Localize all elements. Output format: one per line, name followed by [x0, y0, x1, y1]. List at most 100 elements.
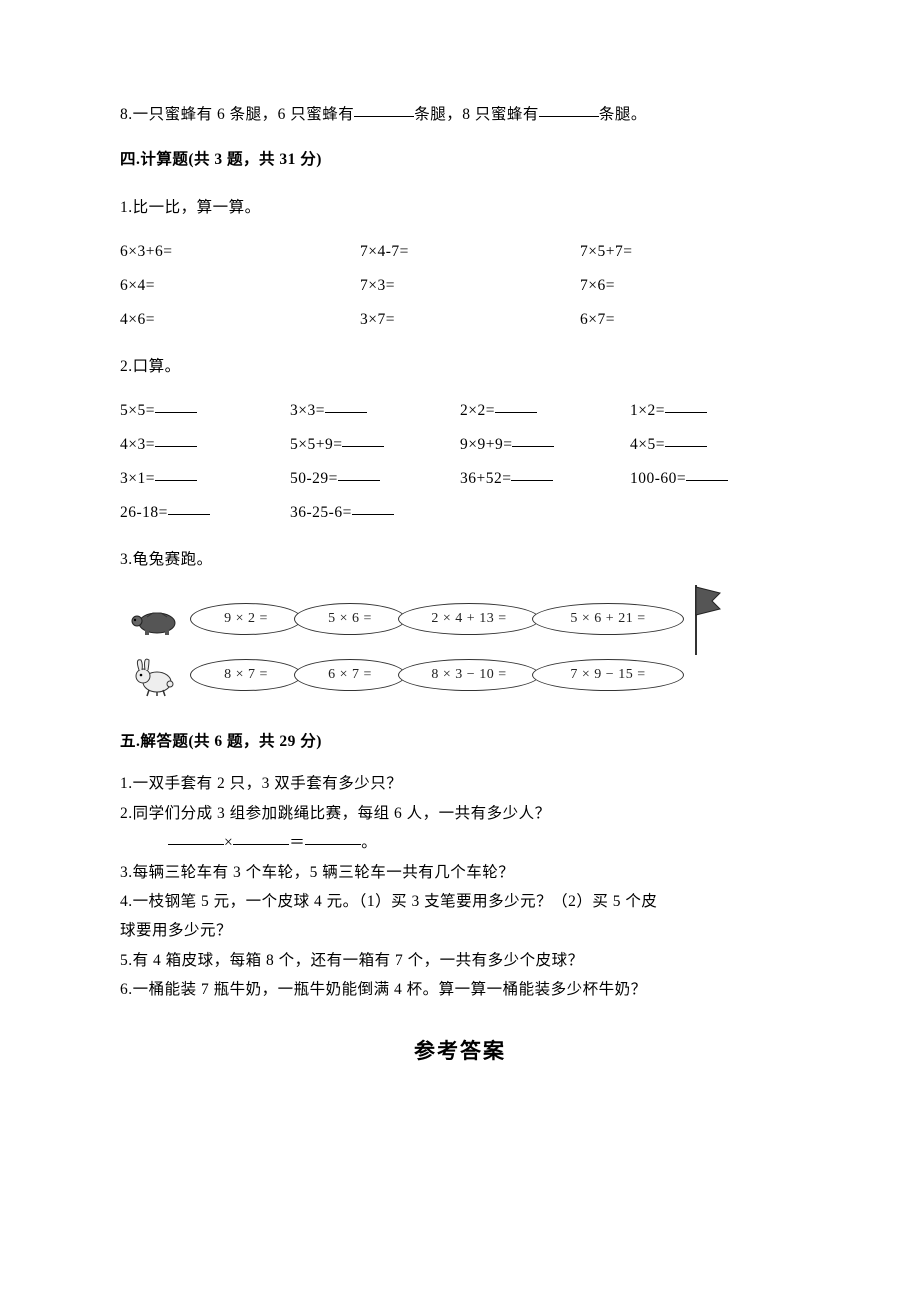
blank	[155, 430, 197, 447]
s4-q2-text: 4×3=	[120, 436, 155, 453]
s4-q1-row-2: 4×6= 3×7= 6×7=	[120, 303, 800, 337]
q8-blank-2	[539, 101, 599, 118]
q8-prefix: 8.一只蜜蜂有 6 条腿，6 只蜜蜂有	[120, 106, 354, 123]
s4-q3-label: 3.龟兔赛跑。	[120, 544, 800, 575]
s4-q2-cell: 5×5=	[120, 394, 290, 428]
blank	[325, 396, 367, 413]
s4-q2-text: 3×1=	[120, 470, 155, 487]
s4-q1-cell: 6×3+6=	[120, 235, 360, 269]
blank	[338, 465, 380, 482]
flag-icon	[690, 579, 724, 659]
s5-q2b-mid: ×	[224, 834, 233, 851]
s5-q6: 6.一桶能装 7 瓶牛奶，一瓶牛奶能倒满 4 杯。算一算一桶能装多少杯牛奶？	[120, 975, 800, 1004]
s4-q1-cell: 7×5+7=	[580, 235, 780, 269]
s4-q1-row-0: 6×3+6= 7×4-7= 7×5+7=	[120, 235, 800, 269]
race-oval: 5 × 6 =	[294, 603, 406, 635]
s4-q2-cell: 4×5=	[630, 428, 800, 462]
blank	[665, 396, 707, 413]
s4-q2-cell: 100-60=	[630, 462, 800, 496]
s5-q3: 3.每辆三轮车有 3 个车轮，5 辆三轮车一共有几个车轮？	[120, 858, 800, 887]
s4-q1-cell: 3×7=	[360, 303, 580, 337]
turtle-icon	[120, 599, 190, 639]
s5-q2a: 2.同学们分成 3 组参加跳绳比赛，每组 6 人，一共有多少人？	[120, 799, 800, 828]
race-oval: 6 × 7 =	[294, 659, 406, 691]
blank	[168, 829, 224, 846]
blank	[512, 430, 554, 447]
s4-q2-text: 9×9+9=	[460, 436, 512, 453]
race-oval: 7 × 9 − 15 =	[532, 659, 684, 691]
section5-title: 五.解答题(共 6 题，共 29 分)	[120, 725, 800, 759]
s4-q2-text: 5×5+9=	[290, 436, 342, 453]
answers-title: 参考答案	[120, 1035, 800, 1065]
s4-q2-row-2: 3×1= 50-29= 36+52= 100-60=	[120, 462, 800, 496]
s4-q2-text: 50-29=	[290, 470, 338, 487]
section4-title: 四.计算题(共 3 题，共 31 分)	[120, 143, 800, 177]
s5-q2b-prefix	[120, 834, 168, 851]
rabbit-ovals: 8 × 7 = 6 × 7 = 8 × 3 − 10 = 7 × 9 − 15 …	[190, 659, 676, 691]
blank	[511, 465, 553, 482]
s4-q1-cell: 7×4-7=	[360, 235, 580, 269]
race-oval: 5 × 6 + 21 =	[532, 603, 684, 635]
q8-blank-1	[354, 101, 414, 118]
blank	[305, 829, 361, 846]
race-oval: 9 × 2 =	[190, 603, 302, 635]
s4-q2-text: 26-18=	[120, 504, 168, 521]
s4-q2-cell: 26-18=	[120, 496, 290, 530]
s5-q4a: 4.一枝钢笔 5 元，一个皮球 4 元。（1）买 3 支笔要用多少元？（2）买 …	[120, 887, 800, 916]
s4-q2-cell: 36-25-6=	[290, 496, 460, 530]
s5-q5: 5.有 4 箱皮球，每箱 8 个，还有一箱有 7 个，一共有多少个皮球？	[120, 946, 800, 975]
blank	[155, 396, 197, 413]
s5-q2b-eq: ＝	[289, 834, 305, 851]
blank	[665, 430, 707, 447]
blank	[342, 430, 384, 447]
s4-q2-cell: 3×1=	[120, 462, 290, 496]
blank	[168, 499, 210, 516]
blank	[233, 829, 289, 846]
race-oval: 8 × 7 =	[190, 659, 302, 691]
s5-q2b: × ＝ 。	[120, 828, 800, 857]
s4-q2-cell: 4×3=	[120, 428, 290, 462]
race-oval: 2 × 4 + 13 =	[398, 603, 540, 635]
s4-q2-cell: 1×2=	[630, 394, 800, 428]
s4-q2-label: 2.口算。	[120, 351, 800, 382]
s4-q2-text: 100-60=	[630, 470, 686, 487]
race-diagram: 9 × 2 = 5 × 6 = 2 × 4 + 13 = 5 × 6 + 21 …	[120, 591, 800, 703]
blank	[495, 396, 537, 413]
s4-q1-cell: 6×4=	[120, 269, 360, 303]
s4-q2-text: 2×2=	[460, 402, 495, 419]
s4-q2-row-1: 4×3= 5×5+9= 9×9+9= 4×5=	[120, 428, 800, 462]
blank	[155, 465, 197, 482]
s5-q4b: 球要用多少元？	[120, 916, 800, 945]
s4-q1-cell: 6×7=	[580, 303, 780, 337]
s4-q1-cell: 4×6=	[120, 303, 360, 337]
s4-q2-cell: 3×3=	[290, 394, 460, 428]
s4-q1-row-1: 6×4= 7×3= 7×6=	[120, 269, 800, 303]
s4-q1-cell: 7×3=	[360, 269, 580, 303]
s4-q2-cell: 50-29=	[290, 462, 460, 496]
s5-q1: 1.一双手套有 2 只，3 双手套有多少只？	[120, 769, 800, 798]
s4-q2-cell: 36+52=	[460, 462, 630, 496]
s4-q2-text: 36-25-6=	[290, 504, 352, 521]
s4-q2-row-0: 5×5= 3×3= 2×2= 1×2=	[120, 394, 800, 428]
s4-q1-cell: 7×6=	[580, 269, 780, 303]
s4-q2-text: 5×5=	[120, 402, 155, 419]
blank	[686, 465, 728, 482]
s4-q2-text: 3×3=	[290, 402, 325, 419]
s4-q2-text: 4×5=	[630, 436, 665, 453]
q8-line: 8.一只蜜蜂有 6 条腿，6 只蜜蜂有 条腿，8 只蜜蜂有 条腿。	[120, 100, 800, 129]
s4-q2-row-3: 26-18= 36-25-6=	[120, 496, 800, 530]
s4-q2-text: 36+52=	[460, 470, 511, 487]
s4-q2-cell: 2×2=	[460, 394, 630, 428]
rabbit-icon	[120, 652, 190, 698]
q8-mid: 条腿，8 只蜜蜂有	[414, 106, 539, 123]
s4-q1-label: 1.比一比，算一算。	[120, 192, 800, 223]
q8-suffix: 条腿。	[599, 106, 647, 123]
blank	[352, 499, 394, 516]
s4-q2-cell: 5×5+9=	[290, 428, 460, 462]
race-oval: 8 × 3 − 10 =	[398, 659, 540, 691]
s4-q2-text: 1×2=	[630, 402, 665, 419]
s5-q2b-suffix: 。	[361, 834, 377, 851]
page: 8.一只蜜蜂有 6 条腿，6 只蜜蜂有 条腿，8 只蜜蜂有 条腿。 四.计算题(共 …	[0, 0, 920, 1125]
turtle-row: 9 × 2 = 5 × 6 = 2 × 4 + 13 = 5 × 6 + 21 …	[120, 591, 800, 647]
s4-q2-cell: 9×9+9=	[460, 428, 630, 462]
